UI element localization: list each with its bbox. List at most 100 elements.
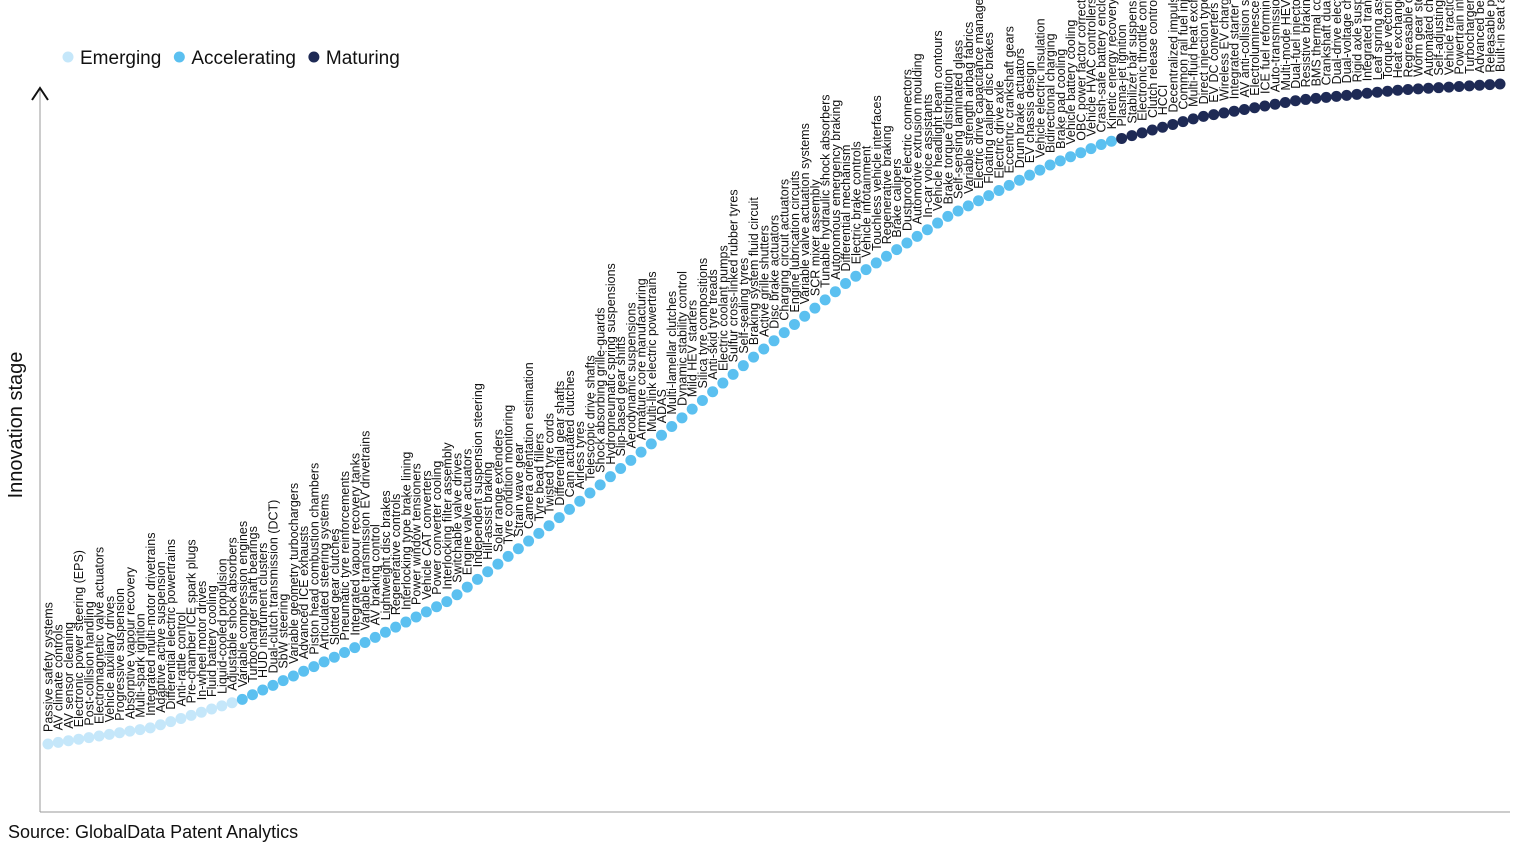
point (226, 697, 238, 709)
point-label: Engine valve actuators (461, 449, 475, 575)
point-label: Dual-clutch transmission (DCT) (266, 500, 280, 674)
point (1402, 84, 1414, 96)
point-label: Pre-chamber ICE spark plugs (185, 539, 199, 703)
point-label: Tyre condition monitoring (502, 405, 516, 545)
point (615, 463, 627, 475)
point-label: Silica tyre compositions (696, 258, 710, 389)
point-label: Turbocharger intercoolers (1463, 0, 1477, 74)
point-label: Electric coolant pumps (716, 245, 730, 371)
point-label: Vehicle battery cooling (1064, 20, 1078, 145)
legend-label: Accelerating (191, 48, 296, 69)
point-label: AV sensor cleaning (62, 622, 76, 729)
point-label: Multi-link electric powertrains (645, 271, 659, 431)
point-label: Integrated multi-motor drivetrains (144, 533, 158, 716)
point (819, 294, 831, 306)
point-label: Absorptive vapour recovery (123, 566, 137, 719)
point (287, 670, 299, 682)
point (973, 195, 985, 207)
point-label: Turbocharger shaft bearings (246, 526, 260, 683)
point-label: Interlocking type brake lining (399, 452, 413, 610)
point (379, 626, 391, 638)
point (1310, 92, 1322, 104)
point-label: Brake pad cooling (1054, 49, 1068, 149)
legend-marker (308, 51, 320, 63)
point (686, 403, 698, 415)
point (257, 684, 269, 696)
point-label: Lightweight disc brakes (379, 490, 393, 620)
point-label: Vehicle HVAC controllers (1084, 0, 1098, 137)
point-label: Integrated starter generators (ISG) (1228, 0, 1242, 99)
point (717, 377, 729, 389)
point-label: Self-sealing tyres (737, 258, 751, 354)
point-label: Fluid battery cooling (205, 585, 219, 697)
point (1157, 121, 1169, 133)
point-label: Vehicle auxiliary drives (103, 596, 117, 722)
point-label: Rigid axle suspensions (1350, 0, 1364, 82)
point-label: Integrated vapour recovery tanks (348, 453, 362, 636)
point-label: Auto-transmission lubrication circuits (1269, 0, 1283, 92)
point (1034, 164, 1046, 176)
point (1065, 151, 1077, 163)
point-label: Tunable hydraulic shock absorbers (819, 95, 833, 288)
legend-marker (62, 51, 74, 63)
point-label: Advanced ICE exhausts (297, 526, 311, 659)
point (1289, 95, 1301, 107)
point (1126, 130, 1138, 142)
point (1484, 79, 1496, 91)
point (799, 310, 811, 322)
point-label: Dual-drive electric propulsion (1330, 0, 1344, 84)
point-label: Variable transmission EV drivetrains (358, 431, 372, 631)
point (451, 589, 463, 601)
point (666, 421, 678, 433)
point-label: Brake torque distribution (941, 69, 955, 205)
point (1249, 102, 1261, 114)
point (482, 566, 494, 578)
point-label: Airless tyres (573, 421, 587, 489)
point-label: Differential gear shafts (553, 381, 567, 506)
point (1146, 124, 1158, 136)
point (1382, 85, 1394, 97)
point-label: Power converter cooling (430, 461, 444, 595)
point-label: Differential electric powertrains (164, 539, 178, 710)
point-label: Brake calipers (890, 158, 904, 237)
point-label: Electric drive capacitance management (972, 0, 986, 189)
point (788, 318, 800, 330)
point (420, 606, 432, 618)
point (850, 270, 862, 282)
point (1116, 132, 1128, 144)
point (574, 495, 586, 507)
point (1228, 105, 1240, 117)
point-label: Multi-mode HEVs (1279, 0, 1293, 91)
point (318, 656, 330, 668)
point (1024, 169, 1036, 181)
point (1105, 135, 1117, 147)
point (737, 360, 749, 372)
point (1279, 97, 1291, 109)
point (1054, 155, 1066, 167)
point (1269, 98, 1281, 110)
point-label: Shock absorbing grille-guards (594, 307, 608, 472)
point (983, 190, 995, 202)
point (1433, 82, 1445, 94)
point-label: Disc brake actuators (768, 215, 782, 329)
point-label: Common rail fuel injection (1177, 0, 1191, 110)
point (1075, 147, 1087, 159)
point (901, 237, 913, 249)
point (748, 351, 760, 363)
point-label: OBC power factor correction (1074, 0, 1088, 141)
point (911, 230, 923, 242)
point-label: Drum brake actuators (1013, 48, 1027, 168)
point (676, 412, 688, 424)
point (696, 394, 708, 406)
point-label: Electronic throttle controls (1136, 0, 1150, 121)
point-label: Automotive extrusion moulding (911, 53, 925, 224)
point (1218, 107, 1230, 119)
point-label: Regenerative controls (389, 494, 403, 616)
y-axis-title: Innovation stage (5, 352, 27, 499)
point-label: Leaf spring assembly (1371, 0, 1385, 80)
point (1167, 118, 1179, 130)
point (656, 429, 668, 441)
point-label: Regenerative braking (880, 125, 894, 244)
point (727, 368, 739, 380)
legend: Emerging Accelerating Maturing (62, 48, 400, 69)
